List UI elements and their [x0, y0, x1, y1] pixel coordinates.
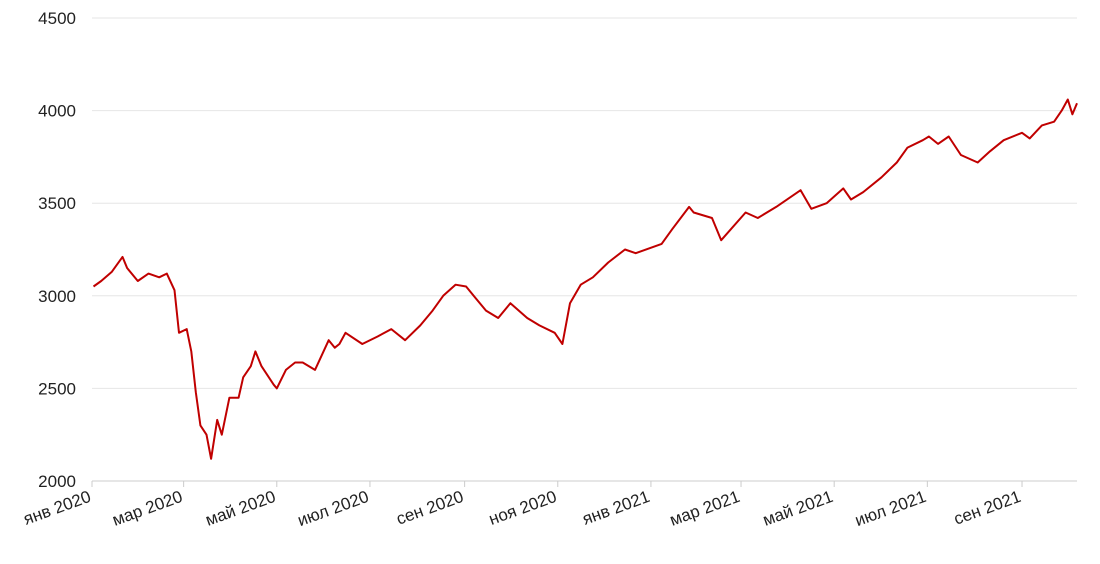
x-tick-label: сен 2020 [394, 487, 466, 529]
x-axis [91, 480, 1077, 487]
x-tick-label: мар 2021 [667, 487, 742, 530]
series-layer [92, 98, 1078, 460]
x-tick-label: май 2021 [760, 487, 835, 530]
x-tick-label: май 2020 [203, 487, 278, 530]
y-tick-label: 4000 [38, 102, 76, 121]
y-axis-tick-labels: 2000 2500 3000 3500 4000 4500 [38, 9, 76, 491]
x-tick-label: мар 2020 [110, 487, 185, 530]
grid-lines [92, 17, 1077, 389]
x-tick-label: янв 2021 [580, 487, 652, 529]
series-line [92, 98, 1078, 460]
x-tick-label: янв 2020 [21, 487, 93, 529]
x-tick-label: июл 2020 [295, 487, 371, 530]
y-tick-label: 2500 [38, 379, 76, 398]
x-axis-tick-labels: янв 2020 мар 2020 май 2020 июл 2020 сен 2020… [21, 487, 1023, 530]
x-tick-label: ноя 2020 [486, 487, 559, 529]
y-tick-label: 3500 [38, 194, 76, 213]
y-tick-label: 2000 [38, 472, 76, 491]
x-tick-label: сен 2021 [951, 487, 1023, 529]
y-tick-label: 3000 [38, 287, 76, 306]
y-tick-label: 4500 [38, 9, 76, 28]
x-tick-label: июл 2021 [852, 487, 928, 530]
